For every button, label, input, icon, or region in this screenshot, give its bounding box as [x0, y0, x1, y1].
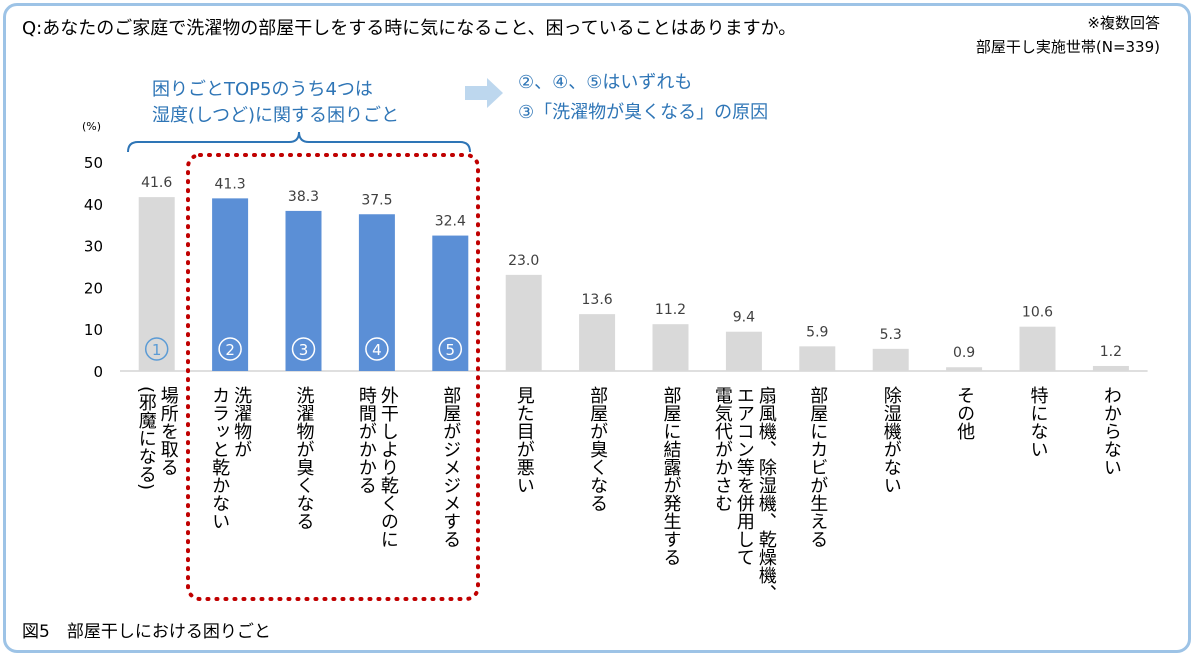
bar: [285, 210, 322, 371]
x-tick-label: 部屋がジメジメする: [439, 386, 461, 548]
data-label: 37.5: [361, 192, 392, 208]
data-label: 1.2: [1100, 344, 1122, 360]
x-tick-label: 部屋が臭くなる: [586, 386, 608, 512]
bar: [505, 274, 542, 371]
x-tick-label-line: 除湿機がない: [880, 386, 902, 494]
x-tick-label-line: 扇風機、除湿機、乾燥機、: [755, 386, 777, 602]
x-tick-label-line: 部屋にカビが生える: [807, 386, 829, 548]
question-title: Q:あなたのご家庭で洗濯物の部屋干しをする時に気になること、困っていることはあり…: [22, 18, 797, 39]
x-tick-label-line: エアコン等を併用して: [733, 386, 755, 566]
data-label: 0.9: [953, 345, 975, 361]
bar: [358, 214, 395, 371]
x-tick-label: 見た目が悪い: [513, 386, 535, 494]
x-tick-label-line: 特にない: [1027, 386, 1049, 458]
data-label: 41.3: [215, 176, 246, 192]
x-tick-label: 部屋に結露が発生する: [660, 386, 682, 566]
y-tick-label: 40: [84, 196, 103, 214]
x-tick-label-line: 時間がかかる: [355, 386, 377, 494]
data-label: 11.2: [655, 302, 686, 318]
x-tick-label: 特にない: [1027, 386, 1049, 458]
x-tick-label-line: その他: [954, 386, 976, 440]
rank-badge: [365, 337, 389, 361]
x-tick-label: その他: [953, 386, 975, 440]
rank-badge-number: 4: [372, 341, 382, 359]
data-label: 23.0: [508, 253, 539, 269]
rank-badge: [144, 337, 169, 361]
data-label: 13.6: [582, 292, 613, 308]
x-tick-label: わからない: [1100, 386, 1122, 476]
y-tick-label: 50: [84, 154, 103, 172]
x-tick-label-line: 部屋が臭くなる: [587, 386, 609, 512]
x-tick-label-line: 部屋がジメジメする: [440, 386, 462, 548]
sample-base-note: 部屋干し実施世帯(N=339): [975, 38, 1160, 56]
callout-left-line1: 困りごとTOP5のうち4つは: [152, 79, 373, 100]
x-tick-label-line: (邪魔になる): [135, 386, 157, 491]
x-tick-label-line: 見た目が悪い: [513, 386, 535, 494]
bar: [212, 198, 249, 371]
rank-badge-number: 2: [225, 341, 235, 359]
data-label: 9.4: [733, 310, 755, 326]
rank-badge: [218, 337, 242, 361]
x-tick-label-line: 洗濯物が: [231, 386, 253, 458]
bar: [872, 348, 909, 371]
y-tick-label: 20: [84, 279, 103, 297]
bar: [946, 367, 983, 371]
y-tick-label: 0: [93, 363, 103, 381]
x-tick-label: 洗濯物が臭くなる: [293, 386, 315, 530]
bar: [652, 324, 689, 371]
x-tick-label-line: わからない: [1100, 386, 1122, 476]
bar: [725, 331, 762, 371]
rank-badge-number: 5: [446, 341, 456, 359]
rank-badge-number: 1: [152, 341, 162, 359]
callout-left-line2: 湿度(しつど)に関する困りごと: [152, 105, 399, 126]
highlight-dotted-box: [186, 153, 480, 601]
x-tick-label-line: 部屋に結露が発生する: [660, 386, 682, 566]
x-tick-label-line: 場所を取る: [157, 386, 179, 476]
bar: [1092, 365, 1129, 371]
data-label: 38.3: [288, 189, 319, 205]
x-tick-label: 扇風機、除湿機、乾燥機、 エアコン等を併用して 電気代がかさむ: [711, 386, 777, 602]
rank-badge-number: 3: [299, 341, 309, 359]
data-label: 5.3: [880, 327, 902, 343]
figure-caption: 図5 部屋干しにおける困りごと: [22, 622, 271, 642]
x-tick-label: 洗濯物が カラッと乾かない: [208, 386, 252, 530]
multiple-answer-note: ※複数回答: [1087, 14, 1160, 32]
callout-brace: [127, 131, 471, 153]
x-tick-label-line: 外干しより乾くのに: [377, 386, 399, 548]
bar: [432, 235, 469, 371]
x-tick-label: 外干しより乾くのに 時間がかかる: [355, 386, 399, 548]
data-label: 32.4: [435, 214, 466, 230]
callout-right-line1: ②、④、⑤はいずれも: [518, 72, 693, 93]
x-tick-label: 除湿機がない: [880, 386, 902, 494]
y-tick-label: 10: [84, 321, 103, 339]
bar: [579, 314, 616, 371]
bar: [138, 197, 175, 371]
data-label: 10.6: [1022, 305, 1053, 321]
bar: [799, 346, 836, 371]
data-label: 5.9: [806, 324, 828, 340]
right-arrow-icon: [465, 78, 503, 108]
x-tick-label: 場所を取る (邪魔になる): [135, 386, 179, 490]
rank-badge: [438, 337, 463, 361]
callout-right-line2: ③「洗濯物が臭くなる」の原因: [518, 102, 769, 123]
rank-badge: [291, 337, 316, 361]
bar: [1019, 326, 1056, 371]
y-tick-label: 30: [84, 238, 103, 256]
x-tick-label-line: 洗濯物が臭くなる: [293, 386, 315, 530]
x-tick-label-line: カラッと乾かない: [209, 386, 231, 530]
x-tick-label-line: 電気代がかさむ: [711, 386, 733, 512]
x-tick-label: 部屋にカビが生える: [806, 386, 828, 548]
y-axis-unit: (%): [82, 120, 101, 133]
data-label: 41.6: [141, 175, 172, 191]
